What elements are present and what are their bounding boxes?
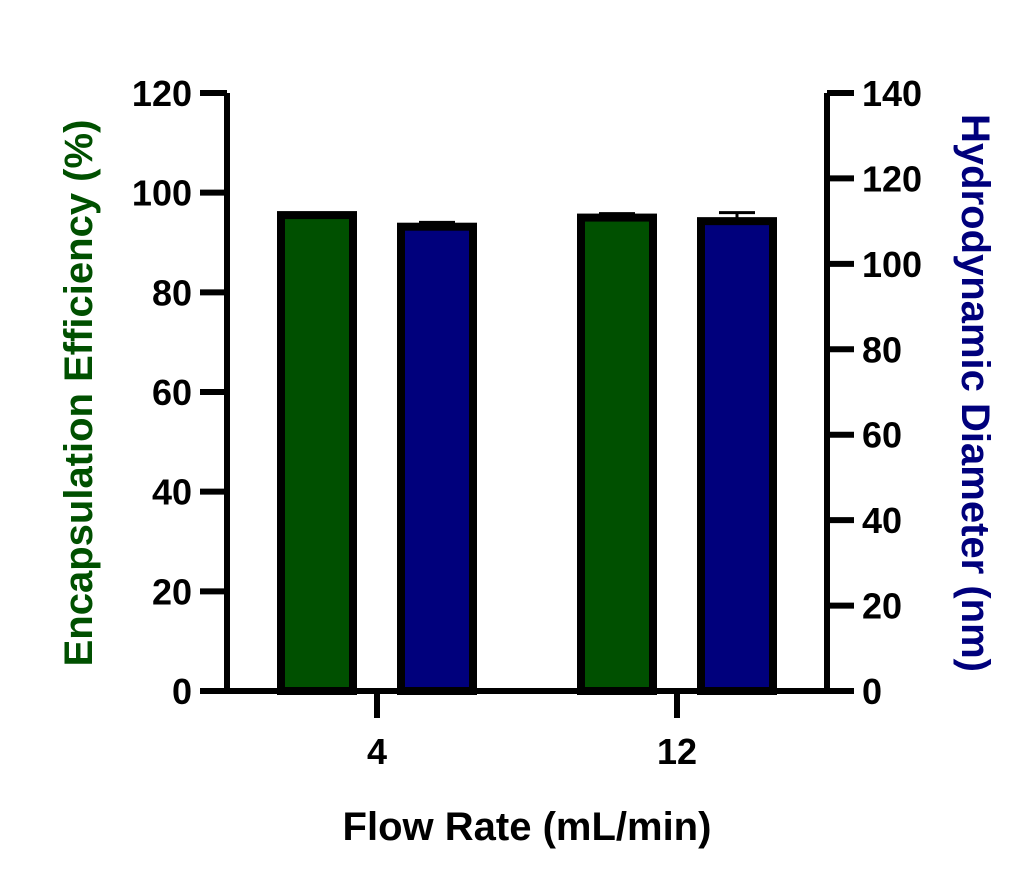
x-axis: 4 12 [367,691,697,772]
x-tick-label: 4 [367,731,387,772]
y-left-tick-label: 40 [152,472,192,513]
y-left-tick-label: 80 [152,272,192,313]
y-left-axis: 0 20 40 60 80 100 120 [132,73,227,712]
y-right-axis-title: Hydrodynamic Diameter (nm) [953,114,997,672]
x-axis-title: Flow Rate (mL/min) [343,805,712,849]
bar [577,213,657,695]
y-left-tick-label: 20 [152,571,192,612]
y-left-axis-title: Encapsulation Efficiency (%) [57,120,101,667]
bars [277,211,777,695]
y-right-tick-label: 120 [862,158,922,199]
y-right-tick-label: 140 [862,73,922,114]
bar [697,217,777,695]
y-left-tick-label: 0 [172,671,192,712]
bar [277,211,357,695]
y-right-tick-label: 80 [862,329,902,370]
y-left-tick-label: 100 [132,173,192,214]
y-right-axis: 0 20 40 60 80 100 120 140 [827,73,922,712]
x-tick-label: 12 [657,731,697,772]
y-left-tick-label: 120 [132,73,192,114]
y-right-tick-label: 0 [862,671,882,712]
y-left-tick-label: 60 [152,372,192,413]
y-right-tick-label: 60 [862,415,902,456]
y-right-tick-label: 100 [862,244,922,285]
bar [397,222,477,695]
y-right-tick-label: 20 [862,586,902,627]
y-right-tick-label: 40 [862,500,902,541]
